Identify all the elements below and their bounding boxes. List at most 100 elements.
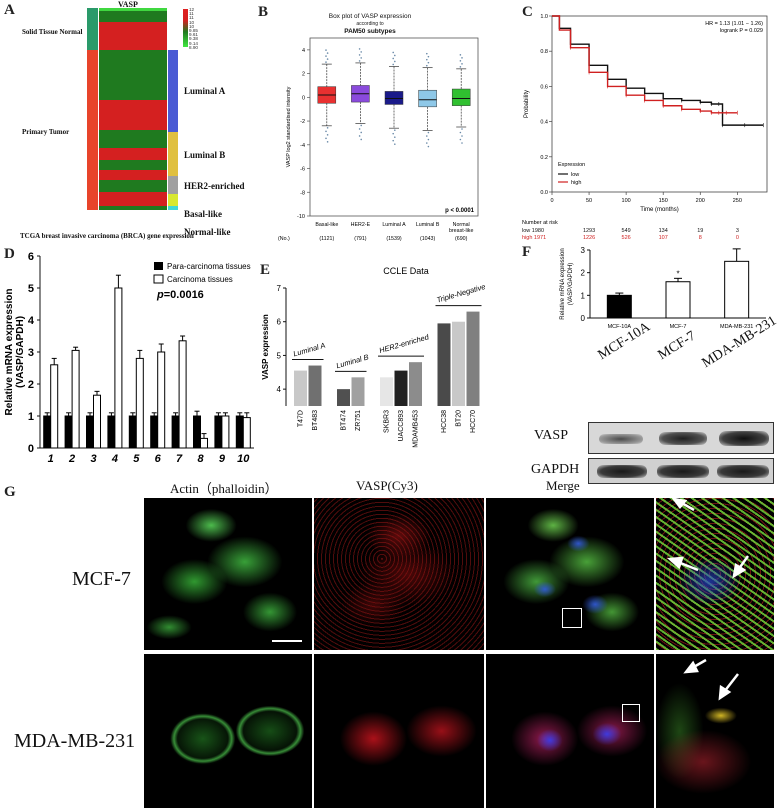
scale-bar xyxy=(272,640,302,642)
panel-f-band-vasp-mcf7 xyxy=(659,432,707,445)
x-category-label: MCF-10A xyxy=(608,324,632,330)
y-axis-label-line2: (VASP/GAPDH) xyxy=(568,263,574,306)
group-label: HER2-enriched xyxy=(378,332,431,355)
x-category-label: MDA-MB-231 xyxy=(720,324,753,330)
x-tick-label: 100 xyxy=(622,198,631,204)
x-category-label: 8 xyxy=(197,453,204,465)
zoom-region-box xyxy=(622,704,640,722)
panel-f-bars: 0 1 2 3 Relative mRNA expression (VASP/GAPDH)… xyxy=(560,244,766,330)
panel-f-blot-label-gapdh: GAPDH xyxy=(531,462,580,477)
outlier-point xyxy=(461,63,463,65)
y-tick-label: 5 xyxy=(277,351,282,360)
panel-g-row-label-mcf7: MCF-7 xyxy=(72,568,131,590)
risk-value: 1293 xyxy=(583,228,595,234)
y-tick-label: -6 xyxy=(300,167,305,173)
y-tick-label: -10 xyxy=(297,214,305,220)
bar-carcinoma xyxy=(178,340,187,449)
risk-row-label: low 1980 xyxy=(522,228,544,234)
panel-d-bars: 0 1 2 3 4 5 6 Relative mRNA expression (VASP/GAP… xyxy=(4,251,254,465)
outlier-point xyxy=(326,134,329,136)
bar-carcinoma xyxy=(71,349,80,449)
outlier-point xyxy=(360,57,362,59)
bar-carcinoma xyxy=(135,357,144,449)
y-tick-label: 4 xyxy=(277,385,282,394)
box xyxy=(451,88,471,106)
risk-value: 19 xyxy=(697,228,703,234)
panel-a-subtype-luminal-a: Luminal A xyxy=(184,86,226,96)
panel-f-band-gapdh-mdamb231 xyxy=(717,465,769,478)
outlier-point xyxy=(394,54,396,57)
bar-para-carcinoma xyxy=(128,415,137,449)
x-category-label: SKBR3 xyxy=(384,410,391,433)
y-tick-label: 0 xyxy=(302,95,305,101)
outlier-point xyxy=(392,51,394,54)
micrograph-mdamb231-merge xyxy=(486,654,654,808)
outlier-point xyxy=(360,138,362,141)
risk-row-label: high 1971 xyxy=(522,235,546,241)
x-category-label: 6 xyxy=(155,453,162,465)
panel-c-survival: 0.0 0.2 0.4 0.6 0.8 1.0 0 50 100 150 200 250 Probabi… xyxy=(522,14,768,241)
zoom-arrows-mdamb231 xyxy=(683,658,739,701)
micrograph-mdamb231-vasp xyxy=(314,654,484,808)
panel-a-subtype-basal: Basal-like xyxy=(184,209,223,219)
outlier-point xyxy=(392,132,394,135)
group-label: Luminal B xyxy=(335,352,370,370)
bar xyxy=(409,362,422,406)
x-category-label: BT483 xyxy=(312,410,319,431)
panel-a-group-label-tumor: Primary Tumor xyxy=(22,128,70,136)
legend-label-low: low xyxy=(571,172,579,178)
legend-label-para: Para-carcinoma tissues xyxy=(167,262,251,271)
panel-a-group-bar-tumor xyxy=(87,50,98,210)
hazard-ratio-label: HR = 1.13 (1.01 − 1.26) xyxy=(705,21,763,27)
x-category-label: 9 xyxy=(219,453,226,465)
x-category-label: 2 xyxy=(68,453,75,465)
count-label: (791) xyxy=(354,236,367,242)
outlier-point xyxy=(461,128,463,130)
count-label: (1121) xyxy=(319,236,334,242)
panel-e-ccle: CCLE Data 4 5 6 7 VASP expression T47D BT483 BT4… xyxy=(262,266,486,448)
p-value-label: p < 0.0001 xyxy=(445,208,475,214)
survival-curve-high xyxy=(552,15,738,114)
plot-frame xyxy=(551,15,768,193)
x-category-label: HCC38 xyxy=(441,410,448,433)
outlier-point xyxy=(325,61,327,63)
panel-a-subtype-bar-normal-like xyxy=(168,206,178,210)
x-category-label: BT474 xyxy=(341,410,348,431)
x-category-label: 1 xyxy=(48,453,54,465)
outlier-point xyxy=(459,54,462,56)
x-tick-label: 200 xyxy=(696,198,705,204)
outlier-point xyxy=(360,51,362,53)
y-tick-label: 2 xyxy=(581,269,586,278)
bar xyxy=(724,260,750,319)
x-category-label: breast-like xyxy=(449,228,473,234)
risk-value: 134 xyxy=(659,228,668,234)
panel-g-header-vasp: VASP(Cy3) xyxy=(356,478,418,493)
outlier-point xyxy=(326,141,329,143)
bar xyxy=(452,321,465,406)
group-label: Luminal A xyxy=(292,341,326,359)
risk-value: 0 xyxy=(736,235,739,241)
survival-curve-low xyxy=(552,15,764,126)
count-label: (690) xyxy=(455,236,468,242)
x-category-label: MCF-7 xyxy=(670,324,687,330)
x-axis-label: Time (months) xyxy=(640,207,678,213)
outlier-point xyxy=(358,135,361,137)
y-tick-label: 6 xyxy=(277,318,282,327)
outlier-point xyxy=(358,128,361,130)
y-tick-label: 1 xyxy=(28,411,34,423)
outlier-point xyxy=(459,66,462,68)
outlier-point xyxy=(427,55,430,58)
panel-a-subtype-luminal-b: Luminal B xyxy=(184,150,226,160)
panel-a-subtype-bar-luminal-b xyxy=(168,132,178,176)
zoom-region-box xyxy=(562,608,582,628)
outlier-point xyxy=(325,137,327,140)
bar-para-carcinoma xyxy=(214,415,223,449)
bar-carcinoma xyxy=(200,437,208,449)
panel-letter-a: A xyxy=(4,2,15,18)
panel-b-title-line2: according to xyxy=(356,20,384,27)
x-category-label: UACC893 xyxy=(398,410,405,442)
panel-b-title: Box plot of VASP expression according to… xyxy=(300,13,440,36)
risk-value: 549 xyxy=(622,228,631,234)
panel-a-subtype-normal-like: Normal-like xyxy=(184,227,231,237)
x-category-label: 7 xyxy=(176,453,183,465)
